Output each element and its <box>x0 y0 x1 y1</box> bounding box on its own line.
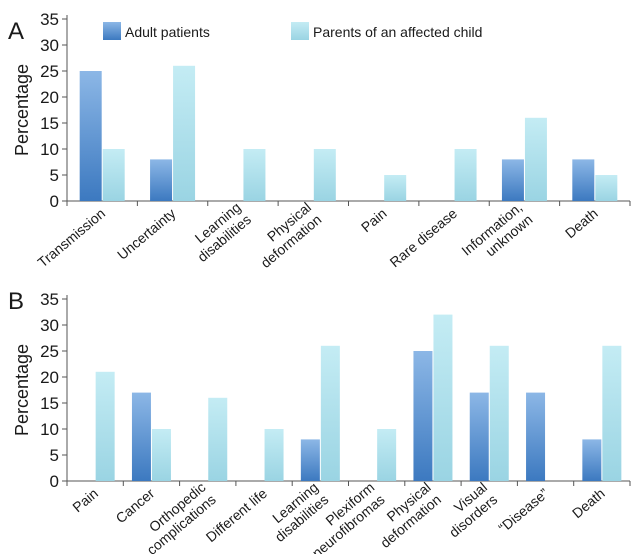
bar-adult <box>150 159 172 201</box>
bar-parent <box>96 372 115 481</box>
category-label: Learningdisabilities <box>261 479 331 545</box>
category-label: Information,unknown <box>458 199 535 271</box>
bar-adult <box>80 71 102 201</box>
bar-adult <box>413 351 432 481</box>
legend-swatch-parent <box>291 22 309 40</box>
category-label: Different life <box>203 485 270 545</box>
bar-adult <box>502 159 524 201</box>
bar-parent <box>595 175 617 201</box>
y-tick-label: 20 <box>40 368 59 387</box>
panel-label: B <box>8 288 24 315</box>
legend-label: Adult patients <box>125 24 210 40</box>
category-label: Pain <box>69 485 101 515</box>
category-label: Death <box>562 205 601 241</box>
bar-adult <box>301 439 320 481</box>
bar-parent <box>455 149 477 201</box>
category-label: Physicaldeformation <box>247 199 324 271</box>
bar-parent <box>243 149 265 201</box>
bar-parent <box>152 429 171 481</box>
category-label: Rare disease <box>387 205 461 270</box>
y-tick-label: 10 <box>40 140 59 159</box>
y-tick-label: 30 <box>40 316 59 335</box>
panel-label: A <box>8 18 24 45</box>
category-label-line: Uncertainty <box>114 205 179 263</box>
legend-swatch-adult <box>103 22 121 40</box>
category-label: Visualdisorders <box>436 479 501 541</box>
category-label-line: Rare disease <box>387 205 461 270</box>
y-tick-label: 35 <box>40 290 59 309</box>
category-label: Physicaldeformation <box>367 479 444 551</box>
bar-parent <box>103 149 125 201</box>
category-label-line: Pain <box>358 205 390 235</box>
chart-panel-a: A Percentage 0 5 10 15 20 25 30 35 Transmission Unc… <box>8 10 630 271</box>
bar-adult <box>582 439 601 481</box>
y-tick-label: 15 <box>40 114 59 133</box>
category-label-line: “Disease” <box>495 485 551 536</box>
y-axis-title: Percentage <box>12 64 32 156</box>
bar-parent <box>433 315 452 481</box>
bar-parent <box>314 149 336 201</box>
category-label: Death <box>569 485 608 521</box>
category-label: Pain <box>358 205 390 235</box>
y-axis-title: Percentage <box>12 344 32 436</box>
bar-parent <box>377 429 396 481</box>
category-label-line: Death <box>569 485 608 521</box>
bar-parent <box>265 429 284 481</box>
bar-parent <box>208 398 227 481</box>
category-label: Uncertainty <box>114 205 179 263</box>
bar-parent <box>490 346 509 481</box>
category-label-line: Different life <box>203 485 270 545</box>
y-tick-label: 5 <box>50 166 59 185</box>
category-label-line: Death <box>562 205 601 241</box>
y-tick-label: 20 <box>40 88 59 107</box>
y-tick-label: 30 <box>40 36 59 55</box>
y-tick-label: 0 <box>50 192 59 211</box>
y-tick-label: 5 <box>50 446 59 465</box>
bar-parent <box>173 66 195 201</box>
y-tick-label: 10 <box>40 420 59 439</box>
category-label: Learningdisabilities <box>184 199 254 265</box>
category-label-line: Transmission <box>34 205 108 270</box>
y-tick-label: 25 <box>40 62 59 81</box>
bar-adult <box>526 393 545 481</box>
bar-adult <box>572 159 594 201</box>
category-label: Transmission <box>34 205 108 270</box>
y-tick-label: 0 <box>50 472 59 491</box>
legend-label: Parents of an affected child <box>313 24 482 40</box>
y-tick-label: 15 <box>40 394 59 413</box>
y-tick-label: 25 <box>40 342 59 361</box>
category-label: “Disease” <box>495 485 551 536</box>
bar-adult <box>132 393 151 481</box>
y-tick-label: 35 <box>40 10 59 29</box>
bar-parent <box>384 175 406 201</box>
bar-parent <box>525 118 547 201</box>
bar-parent <box>321 346 340 481</box>
legend: Adult patients Parents of an affected chi… <box>103 22 482 40</box>
bar-adult <box>470 393 489 481</box>
category-label-line: Pain <box>69 485 101 515</box>
bar-parent <box>602 346 621 481</box>
